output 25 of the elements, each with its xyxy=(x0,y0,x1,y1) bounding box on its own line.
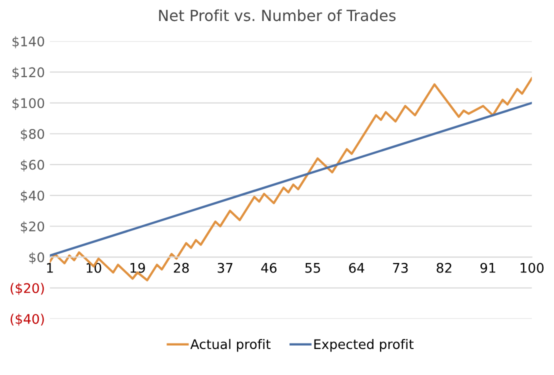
x-tick-label: 91 xyxy=(480,262,496,273)
y-tick-label: $0 xyxy=(29,252,44,264)
x-tick-label: 46 xyxy=(261,262,277,273)
x-tick-label: 82 xyxy=(436,262,452,273)
y-tick-label: $140 xyxy=(12,36,44,48)
x-tick-label: 19 xyxy=(130,262,145,273)
y-tick-label: ($20) xyxy=(10,282,44,295)
x-tick-label: 10 xyxy=(86,262,102,273)
x-tick-label: 64 xyxy=(349,262,364,273)
y-tick-label: $60 xyxy=(20,160,44,172)
legend-label: Expected profit xyxy=(314,338,414,352)
x-tick-label: 28 xyxy=(174,262,189,273)
y-tick-label: $40 xyxy=(20,190,44,202)
x-tick-label: 1 xyxy=(47,263,53,273)
x-tick-label: 73 xyxy=(393,262,408,273)
x-tick-label: 37 xyxy=(218,262,232,273)
y-tick-label: ($40) xyxy=(10,314,44,326)
x-tick-label: 100 xyxy=(520,262,544,273)
chart-title: Net Profit vs. Number of Trades xyxy=(159,9,396,22)
y-tick-label: $120 xyxy=(12,67,44,80)
x-tick-label: 55 xyxy=(305,263,320,273)
y-tick-label: $80 xyxy=(20,128,44,141)
legend-label: Actual profit xyxy=(190,338,271,352)
y-tick-label: $20 xyxy=(20,221,44,234)
y-tick-label: $100 xyxy=(12,98,44,110)
